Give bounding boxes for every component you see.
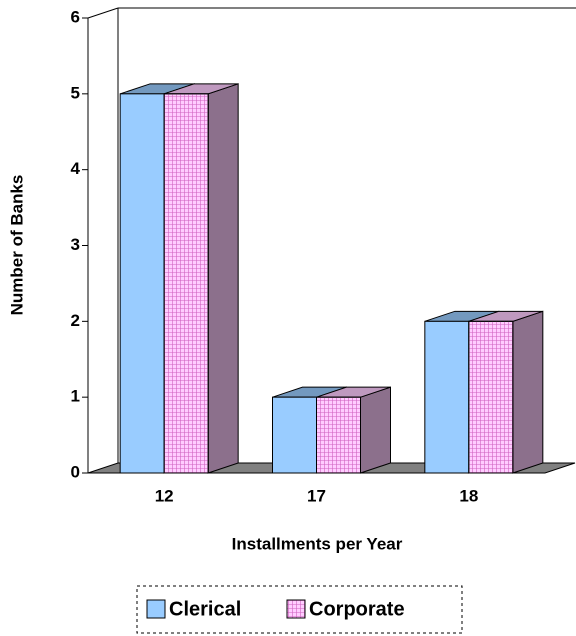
x-axis-title: Installments per Year	[232, 534, 403, 553]
bar-side	[360, 386, 391, 474]
bar-hatch	[316, 396, 361, 474]
x-tick-label: 17	[307, 486, 326, 505]
bar	[424, 320, 470, 474]
y-tick-label: 1	[71, 387, 80, 406]
y-tick-label: 3	[71, 235, 80, 254]
bar-hatch	[163, 93, 209, 474]
y-tick-label: 2	[71, 311, 80, 330]
legend	[136, 585, 463, 634]
bar-side	[512, 310, 544, 474]
y-tick-label: 4	[71, 159, 81, 178]
y-tick-label: 0	[71, 462, 80, 481]
legend-label: Clerical	[169, 598, 241, 620]
y-tick-label: 5	[71, 83, 80, 102]
bar	[119, 93, 165, 474]
y-tick-label: 6	[71, 7, 80, 26]
bar-hatch	[468, 320, 514, 474]
bar-side	[207, 83, 239, 474]
y-axis-title: Number of Banks	[7, 175, 26, 316]
legend-swatch	[146, 599, 166, 619]
legend-label: Corporate	[309, 598, 405, 620]
bar	[272, 396, 317, 474]
side-wall-top	[87, 7, 119, 19]
legend-swatch-hatch	[286, 599, 306, 619]
x-tick-label: 18	[459, 486, 478, 505]
x-tick-label: 12	[155, 486, 174, 505]
